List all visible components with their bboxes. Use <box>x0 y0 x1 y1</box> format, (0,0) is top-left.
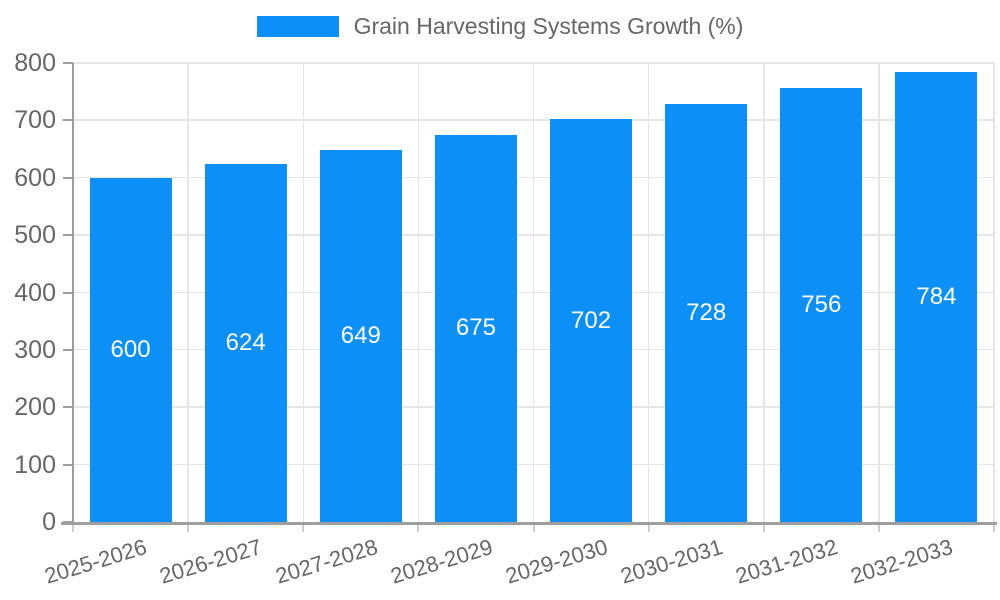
y-tick-label: 300 <box>14 335 56 364</box>
y-tick-label: 800 <box>14 49 56 77</box>
x-tick-label: 2032-2033 <box>847 534 956 589</box>
x-tick-label: 2029-2030 <box>502 534 611 589</box>
bar[interactable] <box>550 119 633 522</box>
x-tick-label: 2031-2032 <box>732 534 841 589</box>
legend-swatch <box>256 16 339 37</box>
x-tick-label: 2030-2031 <box>617 534 726 589</box>
gridline-vertical <box>417 63 420 522</box>
bar-value-label: 649 <box>340 321 381 349</box>
y-axis-tick <box>63 176 73 179</box>
y-axis-tick <box>63 463 73 466</box>
gridline-horizontal <box>73 62 994 64</box>
gridline-vertical <box>532 63 535 522</box>
x-axis-line <box>61 522 997 525</box>
y-axis-tick <box>63 62 73 64</box>
x-tick-label: 2028-2029 <box>387 534 496 589</box>
x-axis-tick <box>417 522 420 532</box>
gridline-vertical <box>993 63 995 522</box>
bar-value-label: 702 <box>571 306 612 334</box>
gridline-vertical <box>647 63 650 522</box>
x-axis-tick <box>72 522 74 532</box>
x-axis-tick <box>302 522 305 532</box>
y-axis-tick <box>63 406 73 409</box>
bar-value-label: 784 <box>916 283 957 311</box>
gridline-vertical <box>187 63 189 522</box>
y-tick-label: 600 <box>14 163 56 192</box>
y-tick-label: 400 <box>14 278 56 307</box>
y-tick-label: 0 <box>42 508 56 536</box>
x-axis-tick <box>762 522 765 532</box>
gridline-vertical <box>302 63 304 522</box>
y-axis-tick <box>63 348 73 351</box>
bar-value-label: 756 <box>801 291 842 319</box>
y-tick-label: 100 <box>14 450 56 479</box>
legend: Grain Harvesting Systems Growth (%) <box>0 13 1000 40</box>
bar-value-label: 600 <box>110 335 151 363</box>
x-tick-label: 2027-2028 <box>272 534 381 589</box>
bar[interactable] <box>895 72 978 522</box>
x-axis-tick <box>993 522 995 532</box>
x-tick-label: 2026-2027 <box>157 534 265 589</box>
x-axis-tick <box>877 522 880 532</box>
y-axis-tick <box>63 234 73 237</box>
y-tick-label: 700 <box>14 106 56 135</box>
bar[interactable] <box>665 104 748 522</box>
chart-title: Grain Harvesting Systems Growth (%) <box>353 13 744 39</box>
bar[interactable] <box>780 88 863 522</box>
y-axis-line <box>72 63 74 522</box>
x-axis-tick <box>647 522 650 532</box>
legend-item[interactable]: Grain Harvesting Systems Growth (%) <box>256 13 744 40</box>
y-tick-label: 200 <box>14 393 56 422</box>
bar[interactable] <box>319 149 402 522</box>
bar-value-label: 624 <box>225 328 266 356</box>
gridline-vertical <box>878 63 880 522</box>
bar-value-label: 675 <box>455 314 496 342</box>
bar-value-label: 728 <box>686 299 727 327</box>
x-axis-tick <box>532 522 535 532</box>
bar[interactable] <box>434 134 517 522</box>
bar[interactable] <box>89 177 172 522</box>
y-axis-tick <box>63 119 73 122</box>
gridline-vertical <box>763 63 765 522</box>
x-axis-tick <box>187 522 190 532</box>
y-tick-label: 500 <box>14 221 56 250</box>
x-tick-label: 2025-2026 <box>41 534 150 589</box>
bar[interactable] <box>204 163 287 522</box>
y-axis-tick <box>63 291 73 294</box>
